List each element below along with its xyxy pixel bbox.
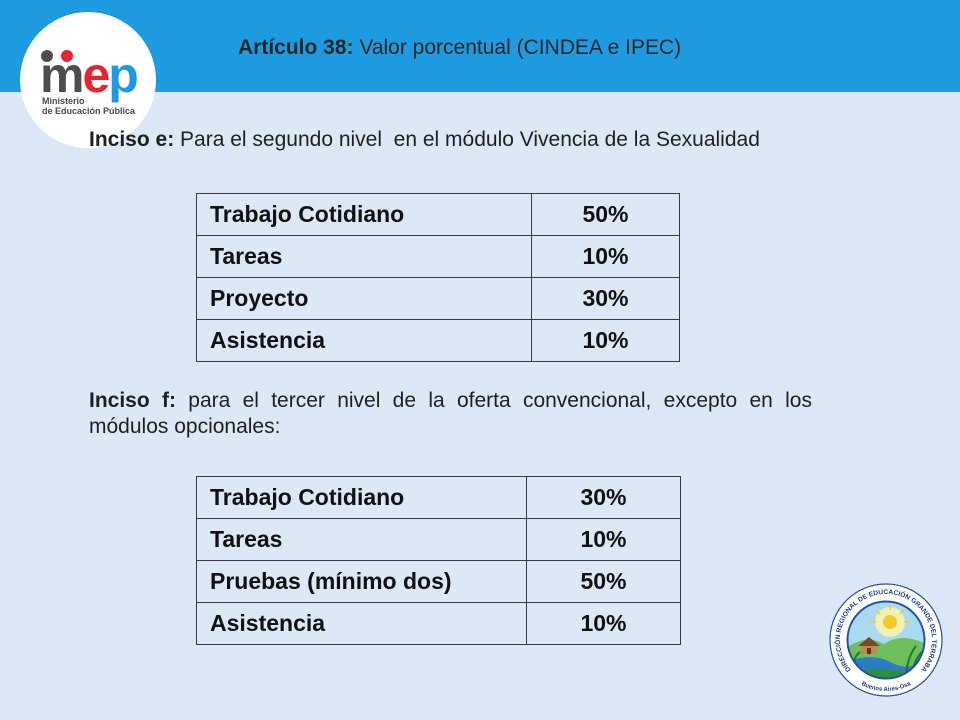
table-row: Tareas 10% [196, 235, 680, 278]
inciso-e-text: Para el segundo nivel en el módulo Viven… [180, 128, 760, 151]
seal-inner-ring [846, 600, 926, 680]
percent-cell: 10% [526, 602, 681, 645]
table-row: Asistencia 10% [196, 602, 681, 645]
component-cell: Asistencia [196, 319, 532, 362]
percent-cell: 30% [526, 476, 681, 519]
percent-cell: 10% [531, 319, 680, 362]
inciso-f-paragraph: Inciso f: para el tercer nivel de la ofe… [89, 388, 812, 440]
regional-direction-seal: DIRECCIÓN REGIONAL DE EDUCACIÓN GRANDE D… [829, 583, 943, 697]
table-row: Tareas 10% [196, 518, 681, 561]
sun-rays [870, 604, 910, 623]
title-label: Artículo 38: [238, 36, 354, 59]
logo-wordmark: mep [40, 47, 139, 103]
wordmark-letter: m [40, 47, 84, 103]
mep-logo: mep Ministerio de Educación Pública [20, 12, 156, 148]
component-cell: Tareas [196, 235, 532, 278]
percent-cell: 50% [526, 560, 681, 603]
logo-dot [41, 50, 53, 62]
inciso-e-label: Inciso e: [89, 128, 175, 151]
percent-cell: 30% [531, 277, 680, 320]
table-row: Trabajo Cotidiano 50% [196, 193, 680, 236]
component-cell: Proyecto [196, 277, 532, 320]
inciso-f-label: Inciso f: [89, 389, 176, 412]
wordmark-letter: e [82, 47, 110, 103]
component-cell: Trabajo Cotidiano [196, 193, 532, 236]
sun-icon [883, 615, 897, 629]
slide-title: Artículo 38: Valor porcentual (CINDEA e … [238, 35, 681, 61]
percent-cell: 50% [531, 193, 680, 236]
logo-dot [61, 50, 73, 62]
table-row: Asistencia 10% [196, 319, 680, 362]
grading-table-inciso-f: Trabajo Cotidiano 30% Tareas 10% Pruebas… [196, 476, 681, 645]
component-cell: Asistencia [196, 602, 527, 645]
grading-table-inciso-e: Trabajo Cotidiano 50% Tareas 10% Proyect… [196, 193, 680, 362]
table-row: Trabajo Cotidiano 30% [196, 476, 681, 519]
logo-ministry-name: de Educación Pública [42, 106, 136, 116]
hut-door [867, 648, 871, 654]
component-cell: Pruebas (mínimo dos) [196, 560, 527, 603]
percent-cell: 10% [526, 518, 681, 561]
inciso-e-heading: Inciso e: Para el segundo nivel en el mó… [89, 127, 760, 153]
hut-roof [858, 637, 880, 646]
table-row: Pruebas (mínimo dos) 50% [196, 560, 681, 603]
inciso-f-text: para el tercer nivel de la oferta conven… [89, 389, 812, 438]
component-cell: Trabajo Cotidiano [196, 476, 527, 519]
header-band [0, 0, 960, 92]
wordmark-letter: p [108, 47, 139, 103]
percent-cell: 10% [531, 235, 680, 278]
component-cell: Tareas [196, 518, 527, 561]
logo-ministry-name: Ministerio [42, 96, 85, 106]
title-text: Valor porcentual (CINDEA e IPEC) [359, 36, 682, 59]
table-row: Proyecto 30% [196, 277, 680, 320]
